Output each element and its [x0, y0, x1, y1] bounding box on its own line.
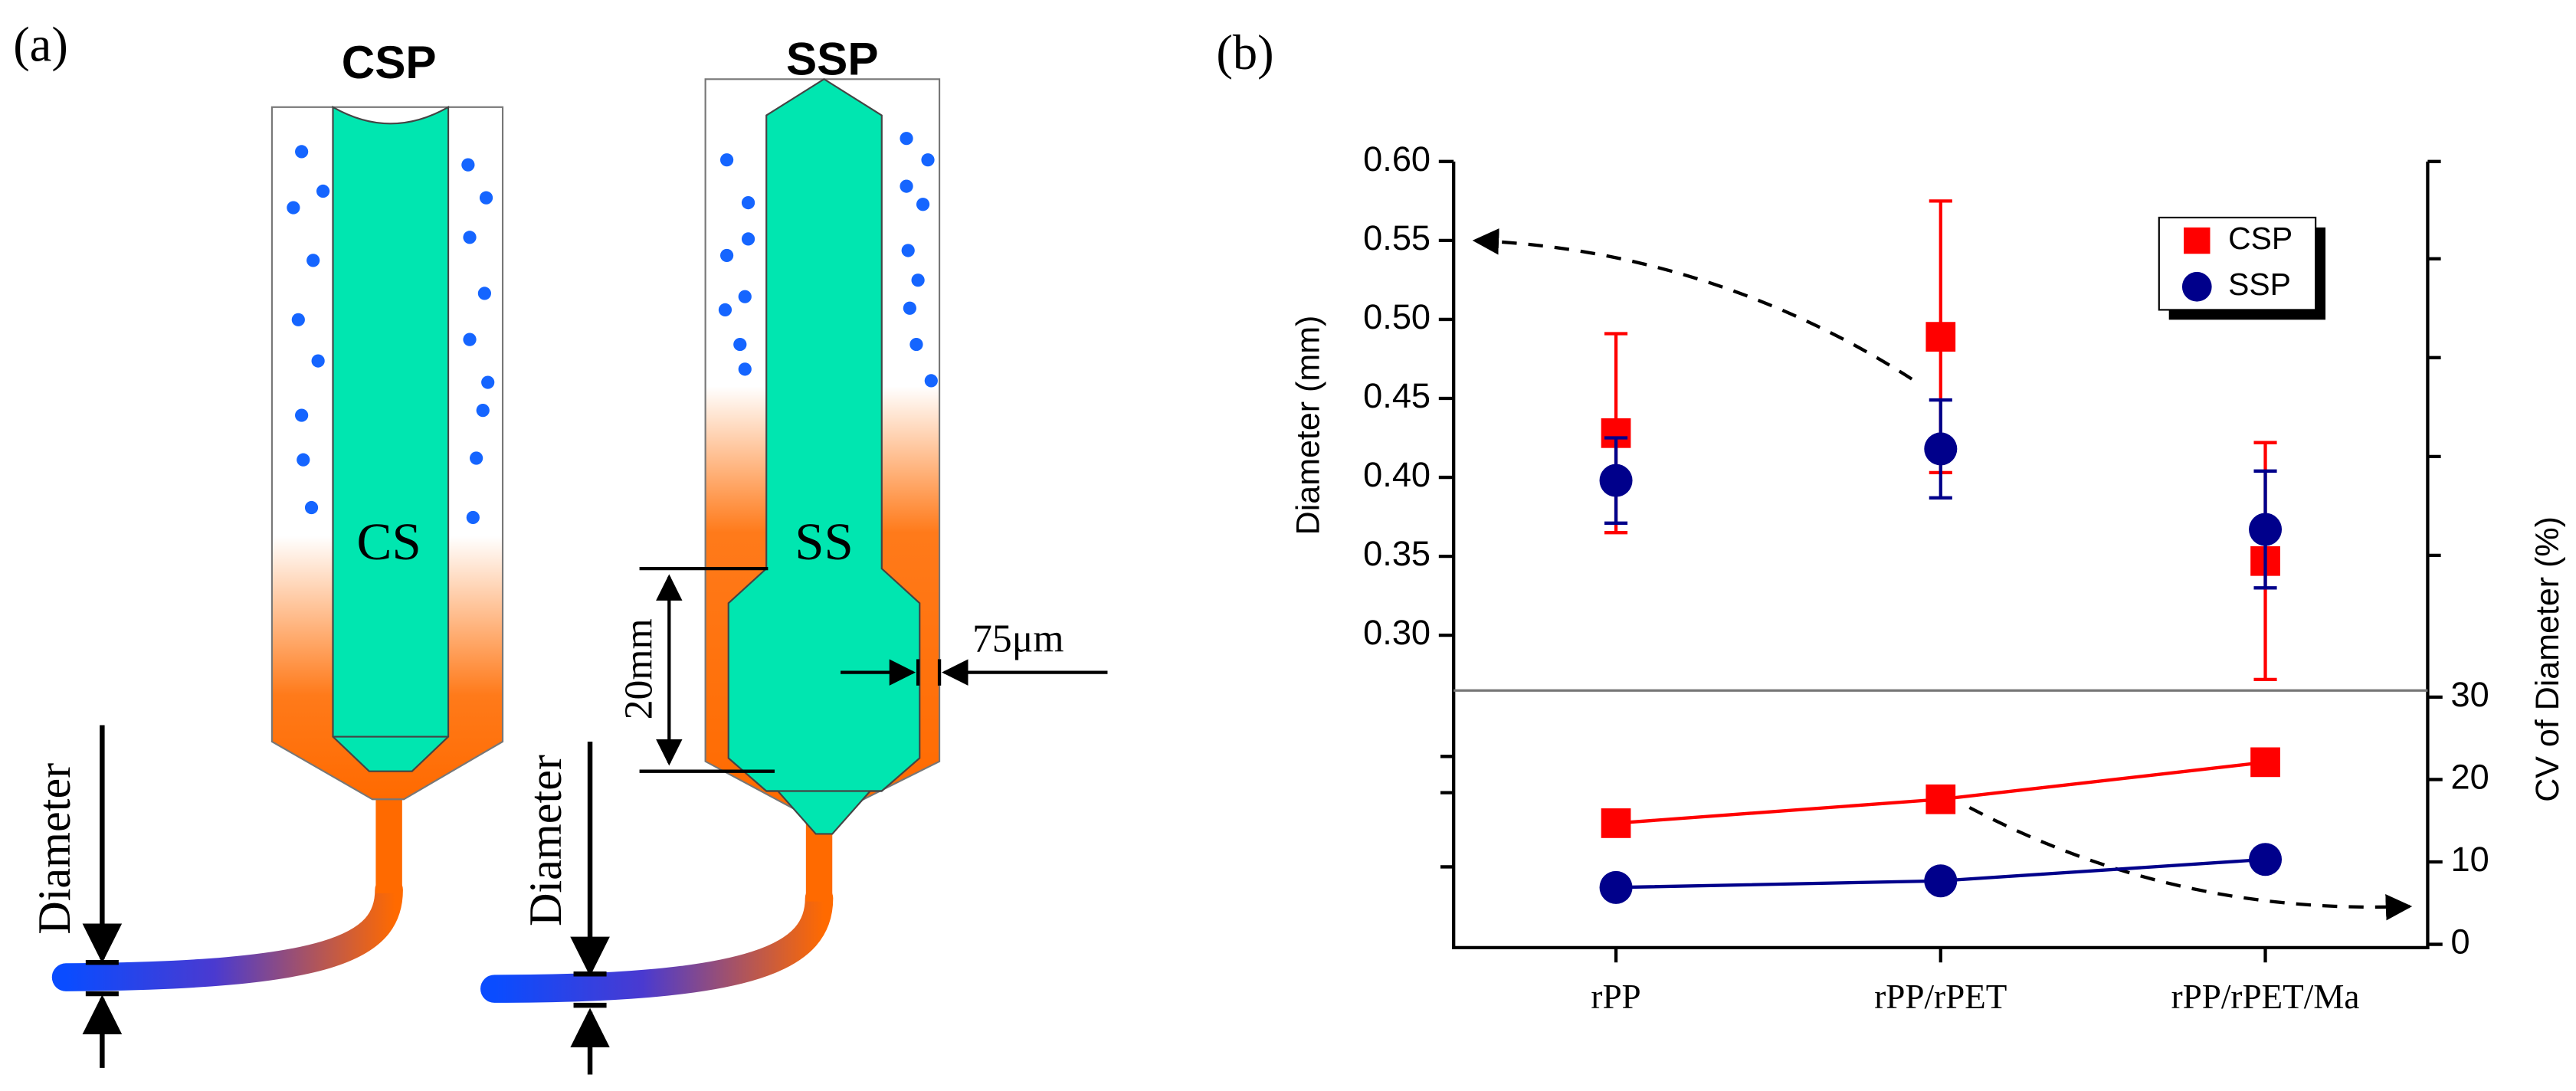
marker	[1924, 432, 1958, 466]
core-label: CS	[357, 513, 421, 571]
y-tick-label: 0.45	[1363, 376, 1431, 415]
dimension-label: 20mm	[618, 618, 661, 719]
filament	[480, 884, 834, 1003]
core-label: SS	[795, 513, 854, 571]
y2-axis-label: CV of Diameter (%)	[2529, 516, 2566, 802]
neck	[375, 791, 402, 893]
y-tick-label: 0.35	[1363, 534, 1431, 573]
y-tick-label: 0.50	[1363, 297, 1431, 336]
legend-label: CSP	[2228, 221, 2293, 256]
marker	[1925, 784, 1956, 814]
marker	[2249, 513, 2283, 546]
particles	[718, 132, 938, 388]
core	[332, 105, 450, 772]
marker	[1599, 870, 1633, 904]
marker	[2249, 843, 2283, 876]
y2-tick-label: 20	[2451, 757, 2489, 796]
y-tick-label: 0.30	[1363, 613, 1431, 652]
y2-tick-label: 0	[2451, 922, 2470, 961]
legend-marker	[2181, 271, 2212, 302]
legend-marker	[2184, 227, 2211, 254]
panel-a: (a) CSP SSP CS Diameter SS 20mm	[13, 17, 1108, 1075]
y2-tick-label: 10	[2451, 840, 2489, 879]
panel-label: (a)	[13, 17, 68, 71]
y2-tick-label: 30	[2451, 675, 2489, 714]
diameter-label: Diameter	[520, 755, 572, 926]
y-tick-label: 0.40	[1363, 455, 1431, 494]
diameter-label: Diameter	[29, 763, 80, 935]
marker	[1924, 864, 1958, 898]
gap-label: 75μm	[972, 618, 1064, 661]
marker	[1925, 322, 1956, 352]
core	[727, 77, 921, 835]
marker	[1601, 808, 1631, 838]
y-tick-label: 0.60	[1363, 139, 1431, 179]
y-tick-label: 0.55	[1363, 218, 1431, 257]
x-tick-label: rPP/rPET/Ma	[2171, 978, 2360, 1016]
nozzle-title: SSP	[786, 33, 879, 85]
filament	[51, 876, 403, 991]
legend-label: SSP	[2228, 267, 2291, 302]
nozzle-title: CSP	[342, 36, 437, 88]
y-axis-label: Diameter (mm)	[1290, 316, 1326, 536]
marker	[1599, 464, 1633, 497]
x-tick-label: rPP/rPET	[1874, 978, 2007, 1016]
marker	[2250, 747, 2280, 778]
particles	[287, 145, 495, 525]
x-tick-label: rPP	[1591, 978, 1640, 1016]
panel-label: (b)	[1216, 25, 1273, 80]
